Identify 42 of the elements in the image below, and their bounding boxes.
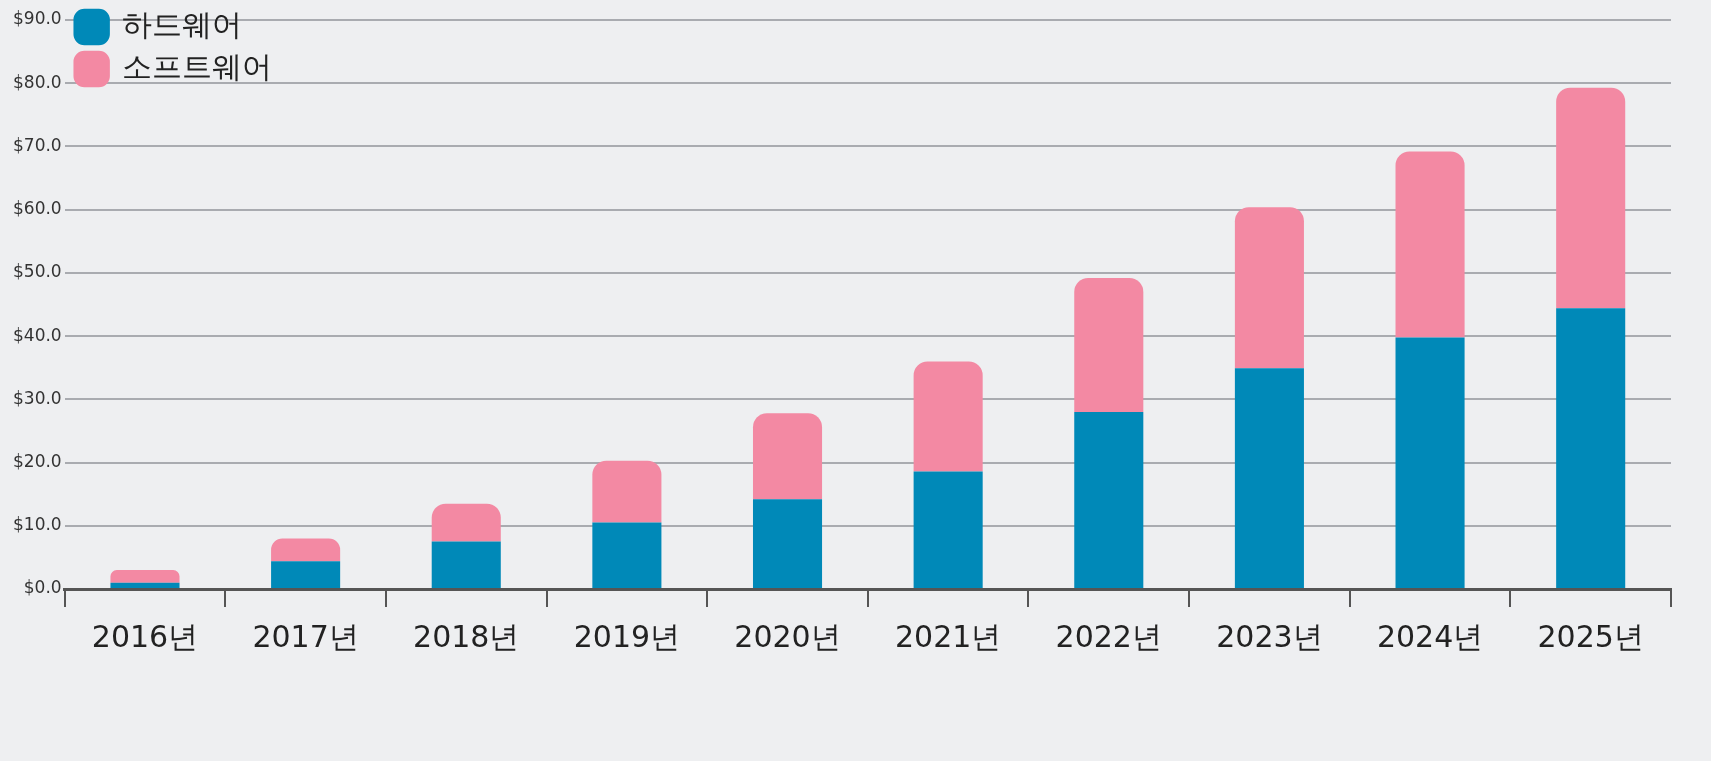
x-tick-label: 2025년: [1537, 618, 1644, 654]
y-tick-label: $40.0: [13, 324, 62, 345]
y-tick-label: $90.0: [13, 8, 62, 29]
y-tick-label: $60.0: [13, 198, 62, 219]
bar: [1074, 277, 1144, 412]
bar: [592, 522, 662, 588]
y-tick-label: $80.0: [13, 71, 62, 92]
legend-label: 하드웨어: [121, 6, 242, 42]
x-tick-label: 2023년: [1216, 618, 1323, 654]
y-tick-label: $30.0: [13, 387, 62, 408]
bar: [271, 561, 341, 588]
bar: [271, 538, 341, 562]
y-tick-label: $20.0: [13, 450, 62, 471]
bar: [1556, 87, 1626, 309]
x-tick-label: 2022년: [1055, 618, 1162, 654]
bar: [110, 582, 180, 588]
bar: [592, 460, 662, 523]
bar: [431, 503, 501, 542]
x-tick-label: 2024년: [1376, 618, 1484, 654]
bar: [431, 541, 501, 588]
legend-label: 소프트웨어: [121, 48, 272, 84]
y-tick-label: $50.0: [13, 261, 62, 282]
x-tick-label: 2021년: [894, 618, 1002, 654]
bar: [913, 471, 983, 588]
bar: [1395, 337, 1465, 588]
bar: [913, 361, 983, 472]
y-tick-label: $10.0: [13, 514, 62, 535]
x-tick-label: 2018년: [413, 618, 520, 654]
x-tick-label: 2017년: [252, 618, 359, 654]
x-tick-label: 2020년: [734, 618, 841, 654]
bar: [1074, 411, 1144, 588]
bar: [752, 413, 823, 500]
y-tick-label: $70.0: [13, 134, 62, 155]
bar: [1234, 368, 1304, 588]
bar: [1234, 207, 1304, 369]
bar: [1395, 151, 1465, 338]
bar: [110, 570, 180, 583]
y-tick-label: $0.0: [23, 577, 62, 598]
bar: [752, 499, 823, 588]
x-tick-label: 2016년: [91, 618, 199, 654]
bar: [1556, 308, 1626, 588]
x-tick-label: 2019년: [573, 618, 681, 654]
